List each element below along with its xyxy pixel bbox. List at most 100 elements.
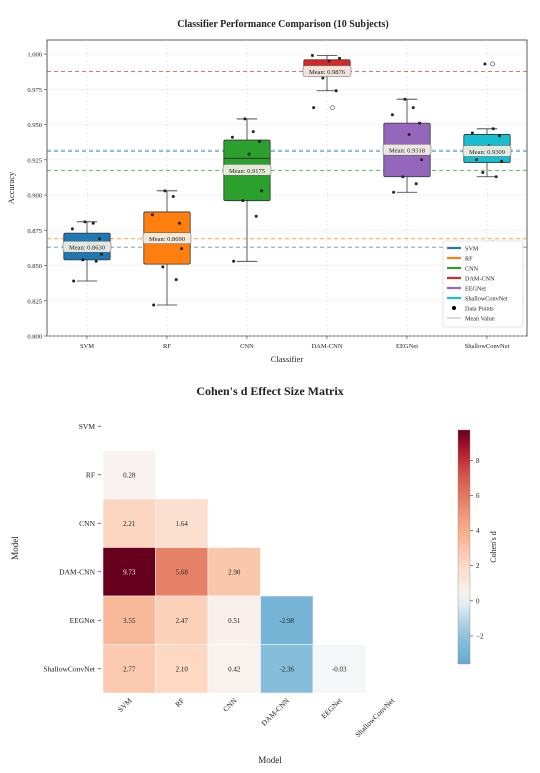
data-point xyxy=(180,247,184,251)
data-point xyxy=(243,117,247,121)
box-rf: Mean: 0.8690 xyxy=(142,189,192,307)
box-plot-xlabel: Classifier xyxy=(271,354,304,364)
heatmap-cell-rect xyxy=(260,595,314,645)
mean-label-box xyxy=(142,232,192,244)
data-point xyxy=(401,175,405,179)
legend-label: Mean Value xyxy=(465,315,495,322)
box-cnn: Mean: 0.9175 xyxy=(222,117,272,263)
heatmap-row-label: DAM-CNN xyxy=(59,567,95,576)
data-point xyxy=(83,220,87,224)
heatmap-col-label: CNN xyxy=(221,696,239,714)
box-plot-legend: SVM RF CNN DAM-CNN EEGNet ShallowConvNet Data … xyxy=(442,240,524,328)
x-tick-label: EEGNet xyxy=(396,343,418,350)
data-point xyxy=(407,132,411,136)
data-point xyxy=(98,237,102,241)
heatmap-cell-label: 0.42 xyxy=(228,665,241,673)
mean-label: Mean: 0.8630 xyxy=(69,245,105,252)
y-tick-label: 0.950 xyxy=(27,122,42,129)
heatmap-cell: -2.36 xyxy=(260,644,314,694)
mean-label: Mean: 0.8690 xyxy=(149,236,185,243)
heatmap-cell: -0.03 xyxy=(312,644,366,694)
heatmap-cell-rect xyxy=(155,644,209,694)
data-point xyxy=(70,227,74,231)
data-point xyxy=(414,182,418,186)
legend-label: DAM-CNN xyxy=(465,275,495,282)
heatmap-col-label: EEGNet xyxy=(319,695,344,720)
data-point xyxy=(251,130,255,134)
heatmap-row-label: CNN xyxy=(79,519,95,528)
colorbar-tick-label: 8 xyxy=(476,457,480,465)
data-point xyxy=(230,135,234,139)
colorbar-tick-label: 2 xyxy=(476,562,480,570)
data-point xyxy=(312,106,316,110)
data-point xyxy=(327,59,331,63)
data-point xyxy=(163,189,167,193)
heatmap-chart: Cohen's d Effect Size Matrix 0.28 2.21 1.6… xyxy=(10,384,498,765)
box-dam-cnn: Mean: 0.9876 xyxy=(302,54,352,110)
box-eegnet: Mean: 0.9318 xyxy=(382,97,432,194)
box-plot-ylabel: Accuracy xyxy=(6,171,16,204)
heatmap-ylabel: Model xyxy=(10,536,20,560)
data-point xyxy=(498,134,502,138)
colorbar-tick-label: 4 xyxy=(476,527,480,535)
heatmap-cell-label: 2.21 xyxy=(123,520,136,528)
data-point xyxy=(178,221,182,225)
heatmap-cell-rect xyxy=(312,644,366,694)
legend-frame xyxy=(442,240,524,328)
heatmap-cell-rect xyxy=(102,498,156,548)
legend-label: EEGNet xyxy=(465,285,486,292)
legend-swatch xyxy=(452,306,456,310)
legend-label: CNN xyxy=(465,265,479,272)
heatmap-cell-rect xyxy=(102,644,156,694)
heatmap-cell-label: 2.47 xyxy=(176,617,189,625)
colorbar-label: Cohen's d xyxy=(489,531,498,562)
heatmap-cell-rect xyxy=(102,595,156,645)
legend-item-eegnet: EEGNet xyxy=(447,285,486,292)
mean-label: Mean: 0.9175 xyxy=(229,168,265,175)
data-point xyxy=(321,76,325,80)
heatmap-cell: 0.51 xyxy=(207,595,261,645)
heatmap-cell: 2.77 xyxy=(102,644,156,694)
y-tick-label: 0.975 xyxy=(27,87,42,94)
heatmap-row-label: RF xyxy=(86,470,95,479)
data-point xyxy=(94,259,98,263)
legend-item-data-points: Data Points xyxy=(452,305,494,312)
heatmap-cell-label: 0.28 xyxy=(123,471,136,479)
heatmap-cell-rect xyxy=(102,547,156,597)
data-point xyxy=(481,170,485,174)
data-point xyxy=(392,190,396,194)
data-point xyxy=(232,259,236,263)
colorbar: −2 0 2 4 6 8 Cohen's d xyxy=(457,429,498,665)
x-tick-label: SVM xyxy=(80,343,94,350)
heatmap-cell: 2.21 xyxy=(102,498,156,548)
data-point xyxy=(390,113,394,117)
data-point xyxy=(420,158,424,162)
x-tick-label: ShallowConvNet xyxy=(465,343,510,350)
heatmap-cell: 0.42 xyxy=(207,644,261,694)
data-point xyxy=(161,265,165,269)
heatmap-cell-label: 2.77 xyxy=(123,665,136,673)
data-point xyxy=(100,252,104,256)
y-tick-label: 1.000 xyxy=(27,52,42,59)
heatmap-cell-rect xyxy=(155,547,209,597)
box-plot-chart: Classifier Performance Comparison (10 Su… xyxy=(6,19,528,364)
y-tick-label: 0.875 xyxy=(27,228,42,235)
legend-item-rf: RF xyxy=(447,255,473,262)
heatmap-col-label: SVM xyxy=(116,696,134,714)
outlier-point xyxy=(330,105,335,110)
colorbar-gradient xyxy=(457,429,471,665)
data-point xyxy=(403,97,407,101)
data-point xyxy=(150,213,154,217)
box-svm: Mean: 0.8630 xyxy=(62,220,112,283)
data-point xyxy=(254,214,258,218)
y-tick-label: 0.925 xyxy=(27,157,42,164)
heatmap-cell-label: -0.03 xyxy=(332,665,347,673)
heatmap-col-label: ShallowConvNet xyxy=(353,695,397,739)
mean-label: Mean: 0.9309 xyxy=(469,149,505,156)
data-point xyxy=(494,175,498,179)
heatmap-cell-label: -2.98 xyxy=(279,617,294,625)
data-point xyxy=(470,131,474,135)
data-point xyxy=(310,54,314,58)
heatmap-row-label: EEGNet xyxy=(70,616,96,625)
legend-item-mean-value: Mean Value xyxy=(447,315,495,322)
